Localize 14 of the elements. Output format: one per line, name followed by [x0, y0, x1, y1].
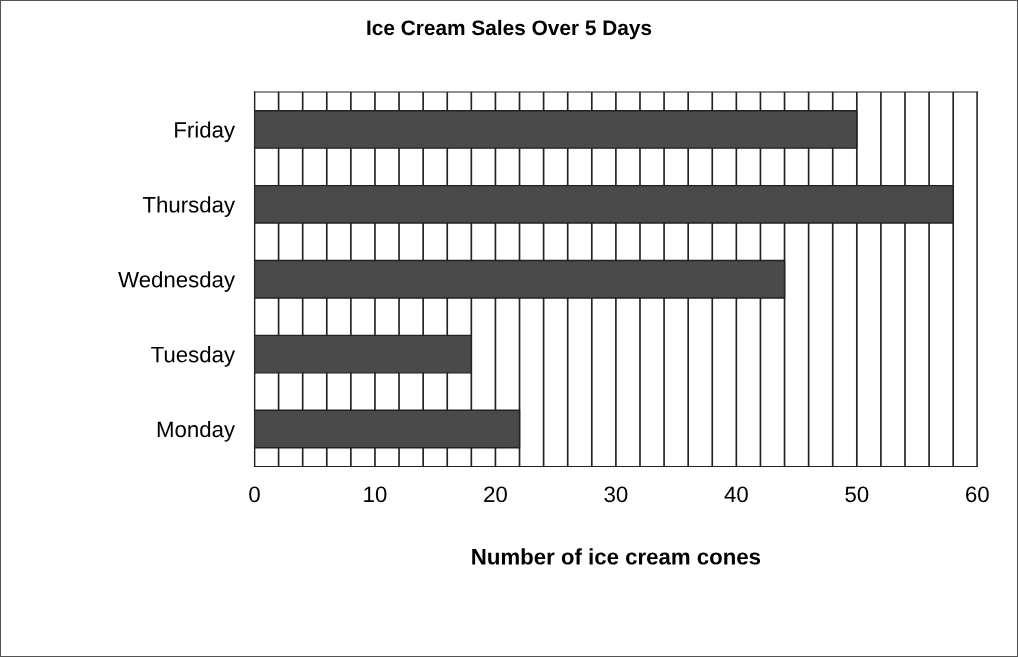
- x-axis-title: Number of ice cream cones: [472, 548, 761, 565]
- y-tick-label: Wednesday: [118, 271, 236, 292]
- x-tick-label: 10: [364, 486, 387, 503]
- x-tick-label: 0: [249, 486, 260, 503]
- x-tick-label: 20: [484, 486, 507, 503]
- x-tick-label: 30: [604, 486, 628, 503]
- y-tick-label: Tuesday: [151, 346, 236, 367]
- y-tick-label: Monday: [157, 420, 236, 442]
- y-tick-label: Friday: [175, 121, 236, 143]
- y-tick-label: Thursday: [142, 196, 236, 217]
- x-tick-label: 60: [966, 486, 989, 503]
- chart-title: Ice Cream Sales Over 5 Days: [367, 19, 652, 40]
- x-tick-label: 40: [724, 486, 748, 503]
- x-tick-label: 50: [845, 486, 869, 503]
